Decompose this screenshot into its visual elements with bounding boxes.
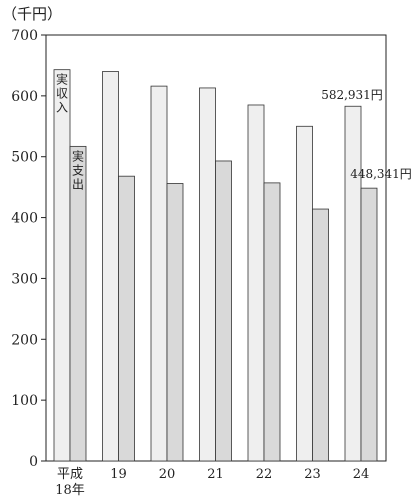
bar-expenditure xyxy=(69,145,87,462)
bar-income xyxy=(296,125,313,462)
x-tick-label: 22 xyxy=(256,467,273,482)
bar-expenditure xyxy=(263,182,281,462)
y-tick-label: 400 xyxy=(11,211,38,227)
y-axis-unit-label: （千円） xyxy=(2,5,62,23)
y-tick-label: 200 xyxy=(11,332,38,348)
x-tick-label: 23 xyxy=(304,467,321,482)
y-tick-label: 700 xyxy=(11,28,38,44)
y-tick-label: 0 xyxy=(29,454,38,470)
x-tick-label: 平成 xyxy=(57,467,83,482)
x-tick-label: 19 xyxy=(110,467,127,482)
data-label-expenditure-24: 448,341円 xyxy=(350,167,412,181)
bar-expenditure xyxy=(360,187,378,462)
series-label-income: 実収入 xyxy=(56,72,68,115)
y-tick-label: 100 xyxy=(11,393,38,409)
y-tick-label: 500 xyxy=(11,150,38,166)
y-tick-label: 600 xyxy=(11,89,38,105)
bar-income xyxy=(150,85,168,462)
x-tick-label-line2: 18年 xyxy=(55,483,85,496)
bar-expenditure xyxy=(312,208,329,462)
bar-expenditure xyxy=(166,183,184,462)
series-label-expenditure: 実支出 xyxy=(72,148,84,191)
y-tick-label: 300 xyxy=(11,271,38,287)
bar-income xyxy=(102,71,119,462)
x-tick-label: 21 xyxy=(207,467,224,482)
x-tick-label: 24 xyxy=(353,467,370,482)
bar-expenditure xyxy=(118,175,135,462)
bar-income xyxy=(199,87,216,462)
bar-income xyxy=(344,105,362,462)
bar-expenditure xyxy=(215,160,232,462)
bar-income xyxy=(53,69,71,462)
bar-income xyxy=(247,104,265,462)
x-tick-label: 20 xyxy=(159,467,176,482)
data-label-income-24: 582,931円 xyxy=(321,88,383,102)
